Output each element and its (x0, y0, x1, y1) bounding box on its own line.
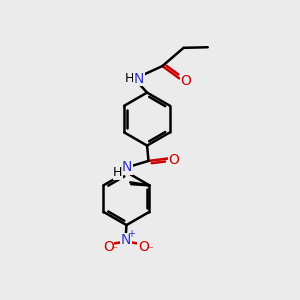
Text: H: H (113, 167, 123, 179)
Text: O: O (138, 240, 149, 254)
Text: N: N (122, 160, 132, 174)
Text: O: O (169, 153, 180, 167)
Text: O: O (103, 240, 114, 254)
Text: H: H (125, 72, 134, 85)
Text: +: + (127, 229, 135, 239)
Text: ⁻: ⁻ (112, 245, 118, 255)
Text: N: N (121, 233, 131, 248)
Text: N: N (134, 72, 144, 86)
Text: ⁻: ⁻ (147, 245, 153, 255)
Text: O: O (181, 74, 191, 88)
